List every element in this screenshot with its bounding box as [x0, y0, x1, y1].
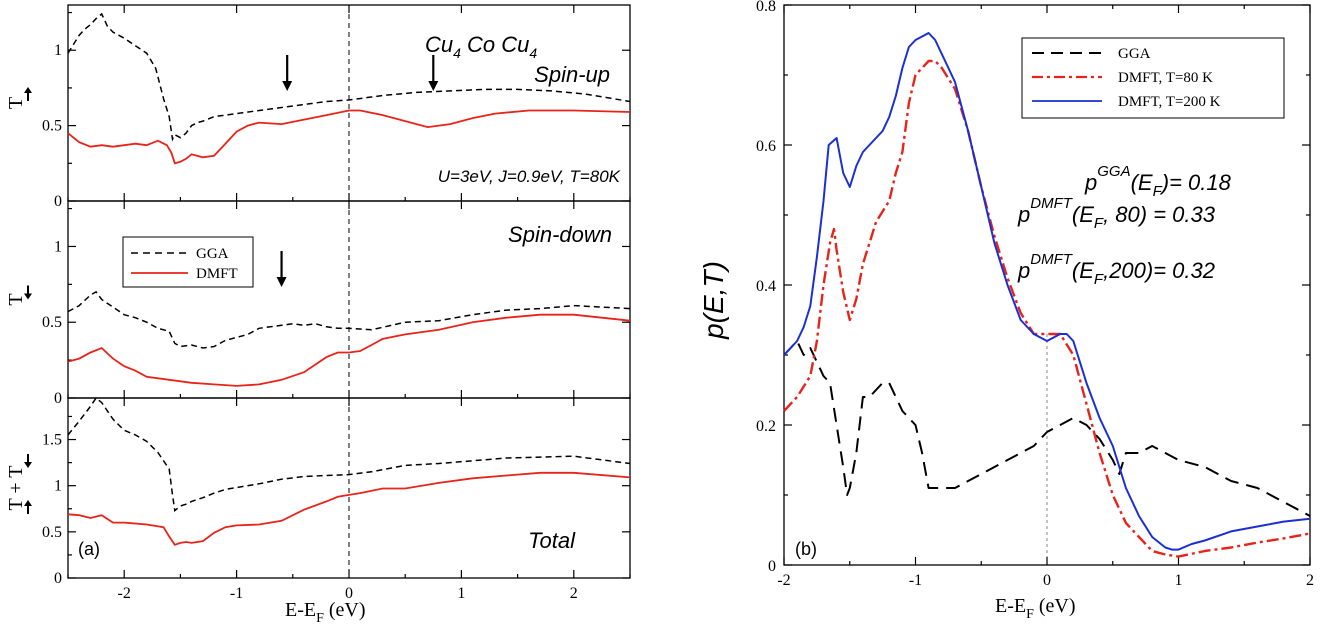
- series-b-1: [783, 59, 1311, 558]
- x-tick-label-b: 2: [1306, 572, 1314, 589]
- arrow-head: [276, 277, 287, 287]
- series-gga-total: [67, 396, 631, 513]
- y-axis-label-spin-up: T: [5, 87, 32, 109]
- panel-label-b: (b): [795, 539, 817, 559]
- y-axis-label-text: T + T: [5, 466, 27, 511]
- arrow-up-head: [24, 500, 32, 506]
- y-axis-label-total: T + T: [5, 454, 32, 514]
- annotation-parameters: U=3eV, J=0.9eV, T=80K: [438, 167, 621, 186]
- x-tick-label-b: 1: [1175, 572, 1183, 589]
- y-tick-label: 1: [54, 42, 62, 59]
- panel-label-a: (a): [78, 539, 100, 559]
- series-gga-spin-down: [67, 290, 631, 349]
- legend-label-gga-b: GGA: [1118, 46, 1151, 62]
- legend-b: GGA DMFT, T=80 K DMFT, T=200 K: [1021, 37, 1285, 119]
- annotation-spin-down: Spin-down: [508, 222, 612, 247]
- y-tick-label-b: 0.4: [756, 278, 776, 295]
- subplot-total: 0 0.5 1 1.5 -2 -1 0 1 2 T + T: [5, 396, 631, 602]
- y-tick-label: 1.5: [42, 432, 62, 449]
- series-b-2: [783, 32, 1311, 551]
- y-tick-label: 0.5: [42, 118, 62, 135]
- series-dmft-spin-down: [67, 313, 631, 387]
- series-b-0: [783, 340, 1311, 517]
- annotation-p-dmft-80: pDMFT(EF, 80) = 0.33: [1017, 195, 1216, 232]
- y-axis-label-text: T: [5, 293, 27, 305]
- x-tick-label: 1: [457, 585, 465, 602]
- x-axis-label-b: E-EF (eV): [995, 595, 1076, 622]
- annotation-total: Total: [528, 528, 576, 553]
- arrow-up-head: [24, 87, 32, 93]
- x-axis-label-a: E-EF (eV): [285, 599, 366, 626]
- y-tick-label: 0.5: [42, 524, 62, 541]
- x-tick-label: -1: [230, 585, 243, 602]
- annotation-p-gga: pGGA(EF)= 0.18: [1084, 163, 1232, 200]
- annotation-spin-up: Spin-up: [534, 62, 610, 87]
- y-tick-label-b: 0.8: [756, 0, 776, 15]
- x-tick-label-b: -1: [909, 572, 922, 589]
- y-tick-label: 1: [54, 238, 62, 255]
- panel-b: 0 0.2 0.4 0.6 0.8 -2 -1 0 1 2 p(E,T) GGA DMFT, T=…: [698, 0, 1314, 622]
- y-axis-label-text: T: [5, 97, 27, 109]
- legend-label-gga: GGA: [196, 246, 229, 262]
- x-tick-label-b: -2: [777, 572, 790, 589]
- legend-label-dmft: DMFT: [196, 266, 238, 282]
- y-axis-label-spin-down: T: [5, 285, 32, 306]
- arrow-down-head: [24, 462, 32, 468]
- series-dmft-spin-up: [67, 109, 631, 165]
- x-tick-label-b: 0: [1043, 572, 1051, 589]
- y-tick-label: 0.5: [42, 314, 62, 331]
- y-tick-label: 0: [54, 570, 62, 587]
- series-gga-spin-up: [67, 12, 631, 142]
- y-tick-label: 0: [54, 193, 62, 210]
- legend-a: GGA DMFT: [122, 236, 254, 288]
- y-tick-label: 0: [54, 390, 62, 407]
- legend-label-dmft80: DMFT, T=80 K: [1118, 70, 1213, 86]
- arrow-head: [428, 81, 439, 91]
- annotation-structure: Cu4 Co Cu4: [425, 32, 537, 61]
- x-tick-label: -2: [118, 585, 131, 602]
- x-tick-label: 2: [570, 585, 578, 602]
- plot-b: 0 0.2 0.4 0.6 0.8 -2 -1 0 1 2: [756, 0, 1314, 589]
- y-axis-label-b: p(E,T): [698, 261, 729, 340]
- y-tick-label-b: 0.6: [756, 138, 776, 155]
- y-tick-label-b: 0.2: [756, 418, 776, 435]
- arrow-head: [282, 81, 293, 91]
- legend-label-dmft200: DMFT, T=200 K: [1118, 94, 1221, 110]
- y-tick-label: 1: [54, 478, 62, 495]
- x-tick-label: 0: [345, 585, 353, 602]
- series-dmft-total: [67, 471, 631, 546]
- annotation-p-dmft-200: pDMFT(EF,200)= 0.32: [1017, 251, 1215, 288]
- arrow-down-head: [24, 293, 32, 300]
- y-tick-label-b: 0: [768, 558, 776, 575]
- panel-a: 0 0.5 1 T 0 0.5 1 T 0 0.5 1 1.5 -2 -1 0 1 2 T + T Cu4 C…: [5, 4, 631, 626]
- subplot-spin-down: 0 0.5 1 T: [5, 200, 631, 407]
